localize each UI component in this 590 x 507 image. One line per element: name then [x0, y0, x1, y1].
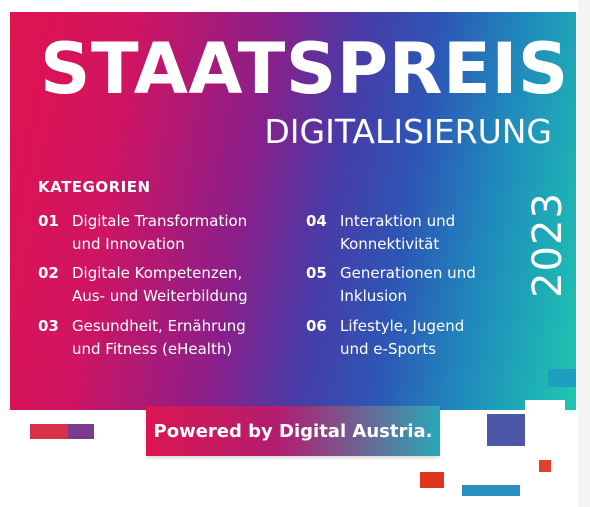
category-number: 01 — [38, 212, 59, 230]
category-item: 03 Gesundheit, Ernährung und Fitness (eH… — [38, 315, 288, 361]
year-text: 2023 — [525, 192, 571, 298]
powered-by-badge: Powered by Digital Austria. — [146, 406, 440, 456]
category-number: 05 — [306, 264, 327, 282]
decor-block — [525, 400, 565, 414]
side-strip — [578, 0, 590, 507]
decor-block — [548, 369, 576, 387]
decor-block — [68, 424, 94, 439]
decor-block — [539, 460, 551, 472]
year-label: 2023 — [525, 190, 571, 300]
decor-block — [30, 424, 68, 439]
decor-block — [487, 414, 525, 446]
decor-block — [68, 410, 94, 424]
category-label: Gesundheit, Ernährung und Fitness (eHeal… — [72, 317, 246, 358]
category-label: Generationen und Inklusion — [340, 264, 476, 305]
category-label: Lifestyle, Jugend und e-Sports — [340, 317, 465, 358]
category-number: 06 — [306, 317, 327, 335]
category-label: Interaktion und Konnektivität — [340, 212, 456, 253]
category-item: 02 Digitale Kompetenzen, Aus- und Weiter… — [38, 262, 288, 308]
category-item: 06 Lifestyle, Jugend und e-Sports — [306, 315, 556, 361]
category-item: 04 Interaktion und Konnektivität — [306, 210, 556, 256]
category-label: Digitale Transformation und Innovation — [72, 212, 248, 253]
decor-block — [420, 472, 444, 488]
poster-banner: STAATSPREIS DIGITALISIERUNG KATEGORIEN 0… — [10, 12, 576, 410]
decor-block — [462, 485, 520, 496]
category-number: 04 — [306, 212, 327, 230]
category-item: 05 Generationen und Inklusion — [306, 262, 556, 308]
category-number: 02 — [38, 264, 59, 282]
category-item: 01 Digitale Transformation und Innovatio… — [38, 210, 288, 256]
poster-title: STAATSPREIS — [40, 28, 569, 110]
category-number: 03 — [38, 317, 59, 335]
categories-heading: KATEGORIEN — [38, 178, 151, 196]
category-label: Digitale Kompetenzen, Aus- und Weiterbil… — [72, 264, 248, 305]
poster-subtitle: DIGITALISIERUNG — [264, 112, 552, 151]
